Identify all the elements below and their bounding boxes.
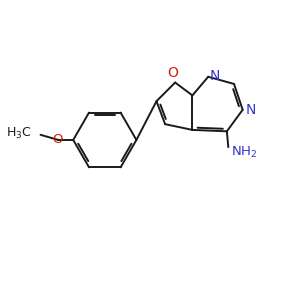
Text: O: O <box>167 66 178 80</box>
Text: O: O <box>52 133 63 146</box>
Text: H$_3$C: H$_3$C <box>6 126 32 142</box>
Text: N: N <box>210 69 220 82</box>
Text: N: N <box>245 103 256 117</box>
Text: NH$_2$: NH$_2$ <box>231 145 258 160</box>
